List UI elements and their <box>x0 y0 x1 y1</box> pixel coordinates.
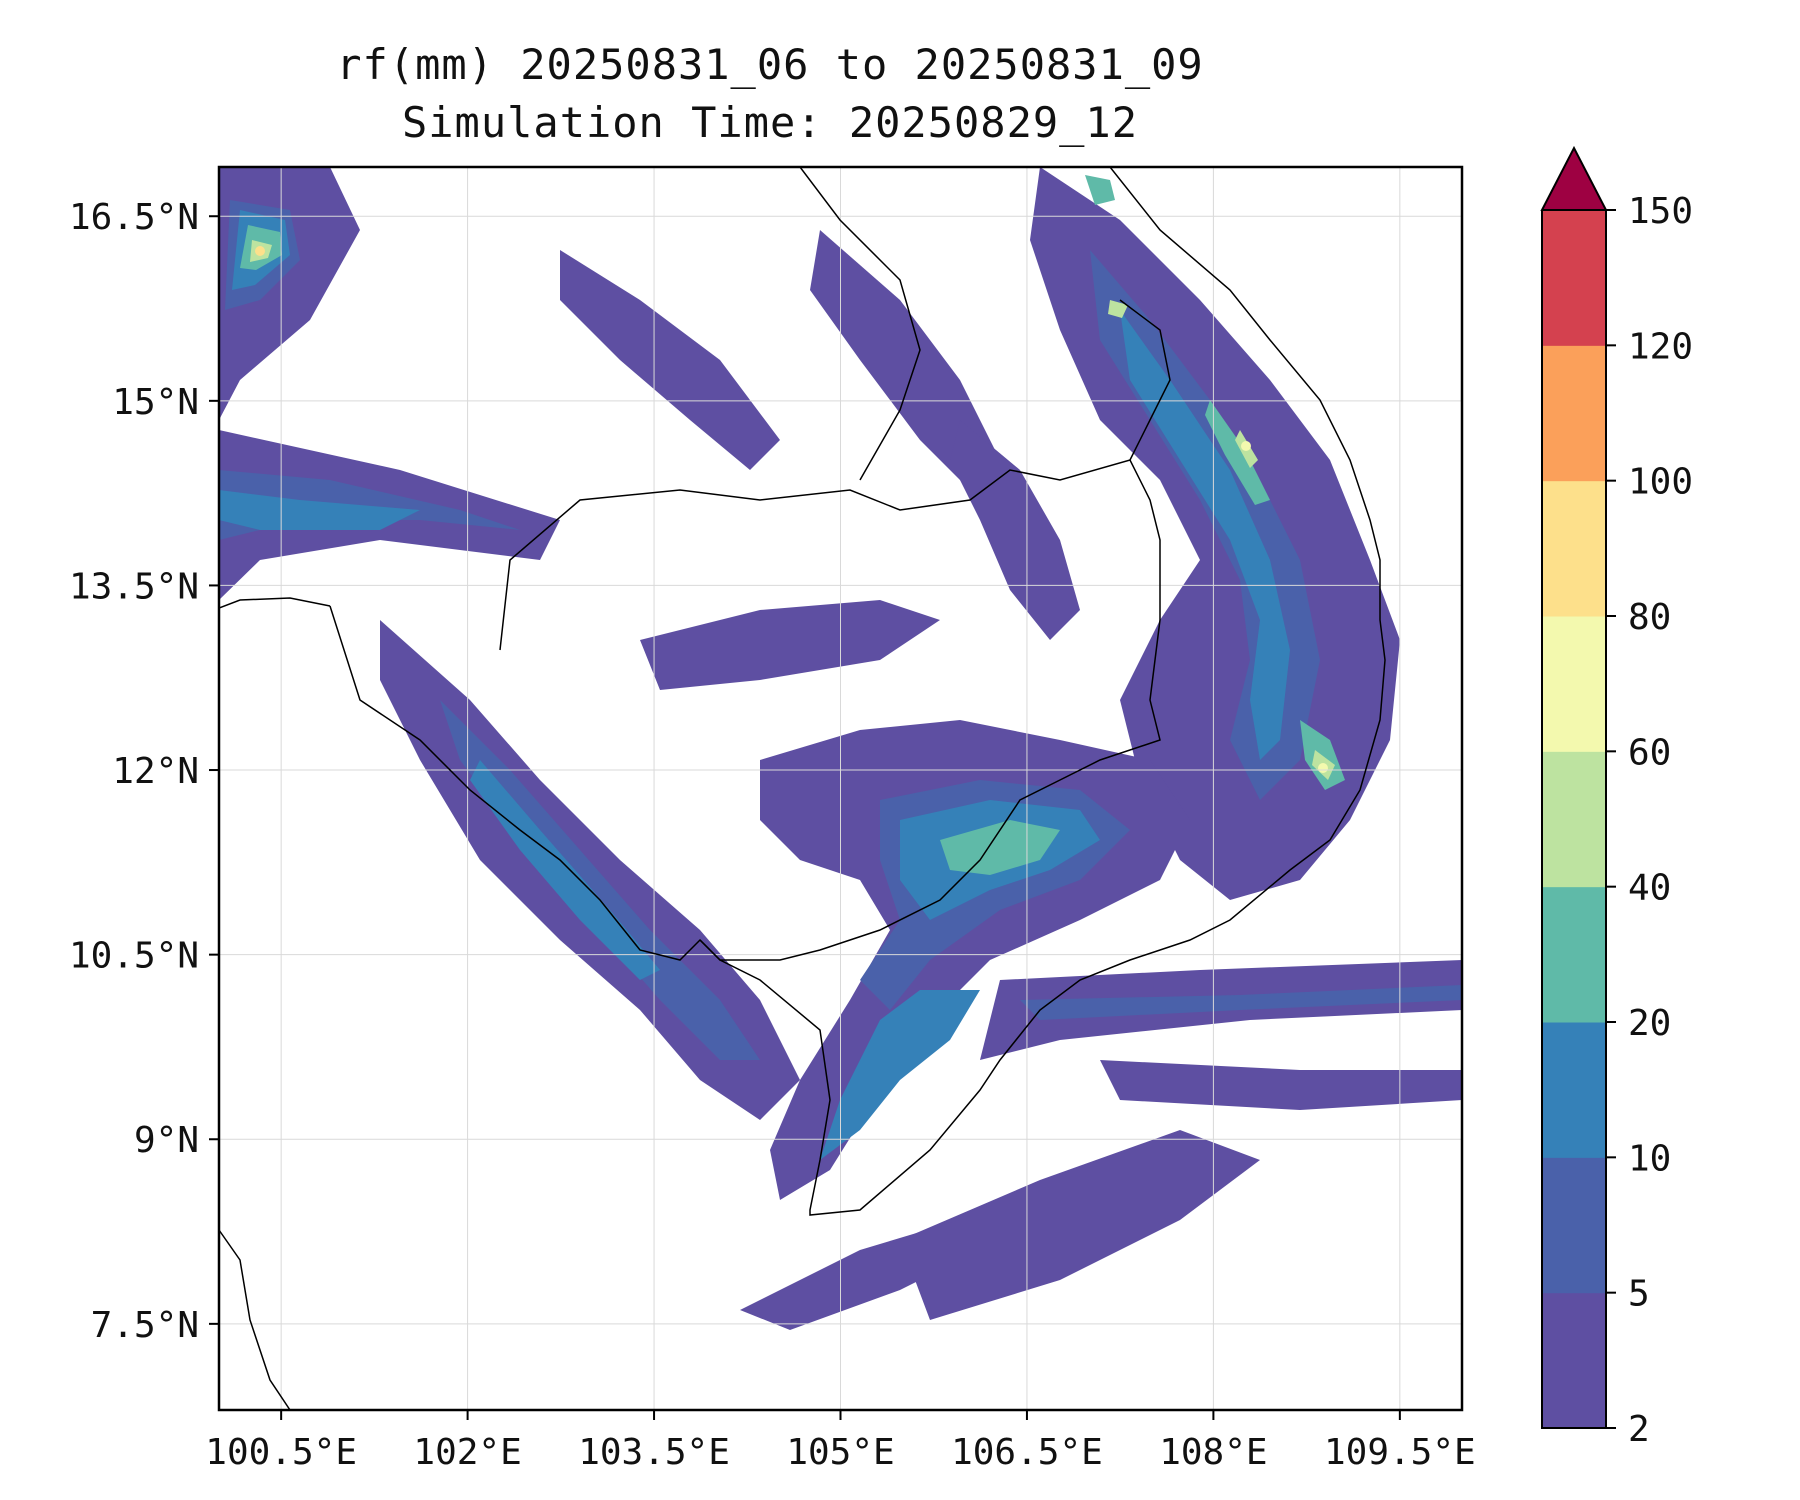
latitude-axis: 16.5°N 15°N 13.5°N 12°N 10.5°N 9°N 7.5°N <box>69 197 219 1346</box>
lat-tick-label: 13.5°N <box>69 566 199 607</box>
lat-tick-label: 9°N <box>134 1120 199 1161</box>
colorbar-segment <box>1542 751 1606 888</box>
lon-tick-label: 108°E <box>1159 1432 1267 1473</box>
colorbar-tick-label: 80 <box>1628 597 1671 638</box>
colorbar-segment <box>1542 480 1606 617</box>
rainfall-contours <box>219 167 1462 1330</box>
colorbar-segment <box>1542 886 1606 1023</box>
colorbar-tick-label: 60 <box>1628 732 1671 773</box>
lon-tick-label: 109.5°E <box>1324 1432 1476 1473</box>
lon-tick-label: 105°E <box>786 1432 894 1473</box>
colorbar-segment <box>1542 1022 1606 1158</box>
colorbar-tick-label: 5 <box>1628 1274 1650 1315</box>
colorbar: 2 5 10 20 40 60 80 100 120 150 <box>1540 145 1693 1450</box>
lon-tick-label: 100.5°E <box>205 1432 357 1473</box>
colorbar-segment <box>1542 1157 1606 1294</box>
lon-tick-label: 103.5°E <box>578 1432 730 1473</box>
lat-tick-label: 10.5°N <box>69 936 199 977</box>
lon-tick-label: 106.5°E <box>951 1432 1103 1473</box>
colorbar-extend-arrow <box>1540 145 1608 211</box>
map-title: rf(mm) 20250831_06 to 20250831_09 <box>336 40 1204 89</box>
colorbar-tick-label: 150 <box>1628 191 1693 232</box>
colorbar-segment <box>1542 1292 1606 1429</box>
lat-tick-label: 16.5°N <box>69 197 199 238</box>
plot-area <box>219 167 1462 1410</box>
colorbar-tick-label: 2 <box>1628 1409 1650 1450</box>
colorbar-tick-label: 120 <box>1628 326 1693 367</box>
colorbar-tick-label: 100 <box>1628 462 1693 503</box>
coastlines-borders <box>219 167 1386 1410</box>
colorbar-tick-label: 20 <box>1628 1003 1671 1044</box>
longitude-axis: 100.5°E 102°E 103.5°E 105°E 106.5°E 108°E 109.… <box>205 1410 1476 1473</box>
colorbar-segment <box>1542 616 1606 752</box>
colorbar-tick-label: 10 <box>1628 1138 1671 1179</box>
lat-tick-label: 12°N <box>112 751 199 792</box>
lat-tick-label: 15°N <box>112 382 199 423</box>
colorbar-frame <box>1541 210 1607 1429</box>
grid-lines <box>219 167 1462 1410</box>
lon-tick-label: 102°E <box>413 1432 521 1473</box>
colorbar-tick-label: 40 <box>1628 868 1671 909</box>
map-subtitle: Simulation Time: 20250829_12 <box>401 98 1138 147</box>
lat-tick-label: 7.5°N <box>91 1305 199 1346</box>
colorbar-segment <box>1542 345 1606 482</box>
colorbar-segment <box>1542 210 1606 346</box>
